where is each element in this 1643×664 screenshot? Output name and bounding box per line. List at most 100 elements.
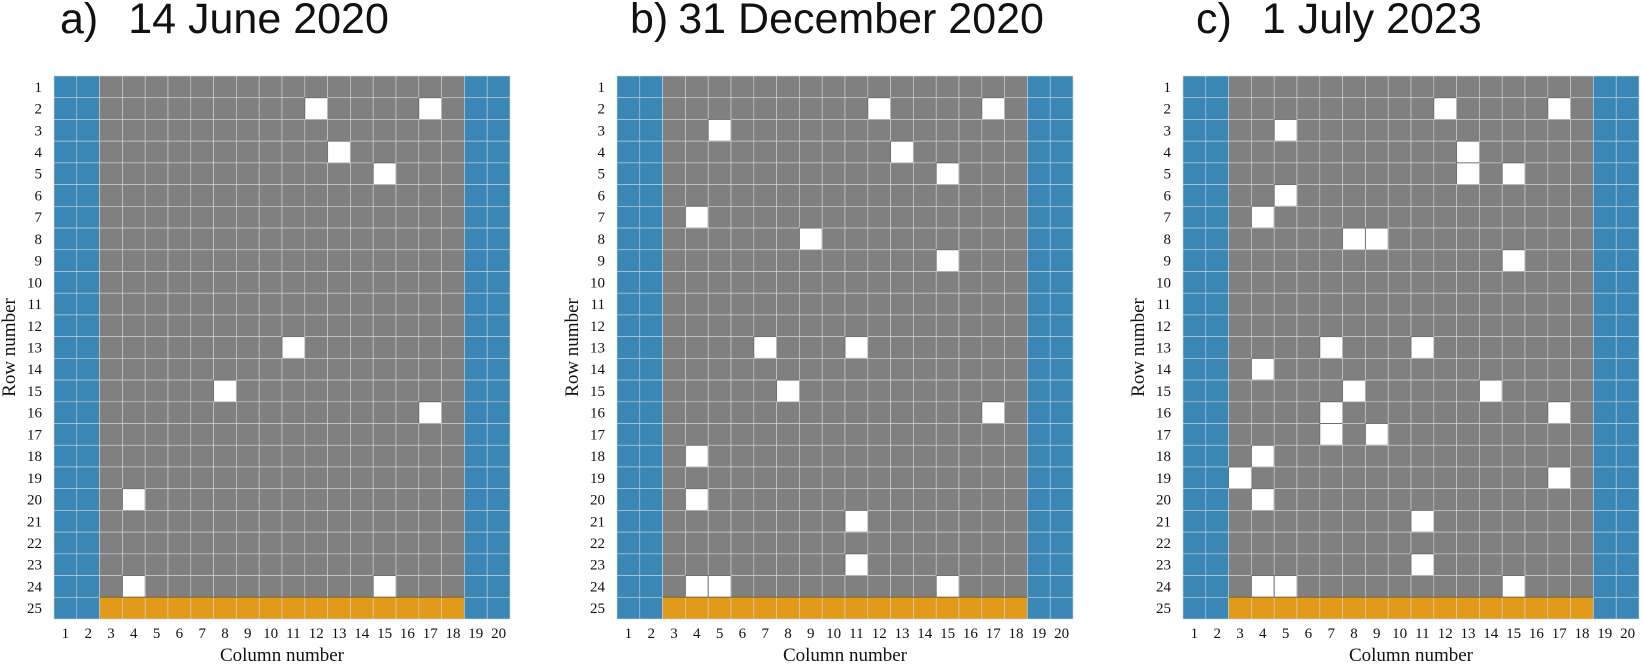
heatmap-cell: [213, 553, 237, 576]
heatmap-cell: [144, 466, 169, 489]
heatmap-cell: [99, 119, 123, 142]
heatmap-cell: [1547, 423, 1571, 446]
heatmap-cell: [753, 206, 777, 229]
heatmap-cell: [1296, 249, 1321, 272]
heatmap-cell: [122, 596, 146, 620]
heatmap-cell: [662, 314, 686, 337]
heatmap-cell: [99, 358, 123, 381]
heatmap-cell: [464, 119, 488, 142]
heatmap-cell: [821, 314, 846, 337]
heatmap-cell: [304, 444, 328, 468]
heatmap-cell: [1410, 423, 1435, 446]
heatmap-cell: [821, 444, 846, 468]
heatmap-cell: [616, 249, 641, 272]
heatmap-cell: [821, 531, 846, 555]
heatmap-cell: [281, 575, 306, 598]
heatmap-cell: [1433, 596, 1457, 620]
heatmap-cell: [327, 249, 351, 272]
heatmap-cell: [1410, 596, 1435, 620]
x-tick-label: 8: [1350, 626, 1358, 642]
heatmap-cell: [1365, 596, 1389, 620]
heatmap-cell: [281, 531, 306, 555]
heatmap-cell: [372, 423, 397, 446]
heatmap-cell: [639, 162, 663, 185]
heatmap-cell-white: [1501, 162, 1526, 186]
x-tick-label: 5: [716, 626, 724, 642]
heatmap-cell: [486, 336, 511, 359]
x-tick-label: 16: [963, 626, 979, 642]
heatmap-cell: [1615, 510, 1640, 533]
heatmap-cell: [99, 162, 123, 185]
heatmap-cell: [486, 75, 511, 99]
heatmap-cell: [464, 401, 488, 424]
heatmap-cell: [395, 75, 420, 99]
heatmap-cell: [799, 575, 823, 598]
heatmap-cell: [1027, 271, 1051, 294]
heatmap-cell: [327, 314, 351, 337]
heatmap-cell: [258, 423, 283, 446]
heatmap-cell: [441, 575, 465, 598]
heatmap-cell: [464, 488, 488, 511]
y-tick-label: 18: [1156, 449, 1171, 465]
y-tick-label: 17: [590, 427, 606, 443]
heatmap-cell: [1547, 184, 1571, 207]
heatmap-cell: [639, 531, 663, 555]
x-tick-label: 11: [286, 626, 300, 642]
heatmap-cell: [1273, 271, 1298, 294]
heatmap-cell: [890, 314, 914, 337]
heatmap-cell: [707, 466, 732, 489]
heatmap-cell: [1342, 596, 1366, 620]
heatmap-cell: [1365, 75, 1389, 99]
heatmap-cell: [958, 466, 983, 489]
heatmap-cell: [844, 140, 869, 164]
heatmap-cell: [753, 227, 777, 251]
heatmap-cell: [799, 553, 823, 576]
heatmap-cell: [776, 119, 800, 142]
heatmap-cell: [1433, 292, 1457, 316]
heatmap-cell: [1205, 596, 1229, 620]
heatmap-cell: [1570, 162, 1594, 185]
heatmap-cell: [53, 162, 78, 185]
heatmap-cell: [753, 575, 777, 598]
heatmap-cell-white: [684, 444, 709, 468]
heatmap-cell: [372, 466, 397, 489]
y-tick-label: 10: [1156, 275, 1171, 291]
heatmap-cell: [372, 249, 397, 272]
heatmap-cell: [958, 358, 983, 381]
y-tick-label: 14: [1156, 362, 1172, 378]
heatmap-cell: [1615, 271, 1640, 294]
heatmap-cell: [1049, 162, 1074, 185]
heatmap-cell: [1049, 184, 1074, 207]
heatmap-cell: [395, 97, 420, 120]
heatmap-cell: [99, 271, 123, 294]
heatmap-cell: [350, 553, 374, 576]
heatmap-cell: [1547, 531, 1571, 555]
y-tick-label: 15: [1156, 384, 1171, 400]
heatmap-cell-white: [1410, 509, 1435, 533]
heatmap-cell: [981, 553, 1005, 576]
heatmap-cell: [281, 379, 306, 403]
heatmap-cell: [1296, 510, 1321, 533]
heatmap-cell: [418, 575, 442, 598]
heatmap-cell: [304, 140, 328, 164]
heatmap-cell: [1387, 119, 1412, 142]
heatmap-cell: [99, 510, 123, 533]
heatmap-cell: [76, 162, 100, 185]
heatmap-cell: [281, 358, 306, 381]
heatmap-cell: [258, 466, 283, 489]
heatmap-cell: [418, 358, 442, 381]
heatmap-cell: [122, 119, 146, 142]
heatmap-cell: [213, 444, 237, 468]
heatmap-cell: [1433, 379, 1457, 403]
heatmap-cell: [753, 379, 777, 403]
heatmap-cell: [1524, 292, 1549, 316]
heatmap-cell: [1027, 314, 1051, 337]
heatmap-cell: [1182, 596, 1207, 620]
heatmap-cell: [1387, 423, 1412, 446]
heatmap-cell: [1547, 206, 1571, 229]
heatmap-cell: [236, 119, 260, 142]
heatmap-cell: [167, 553, 192, 576]
heatmap-cell: [258, 553, 283, 576]
heatmap-cell: [1433, 206, 1457, 229]
heatmap-cell: [144, 401, 169, 424]
